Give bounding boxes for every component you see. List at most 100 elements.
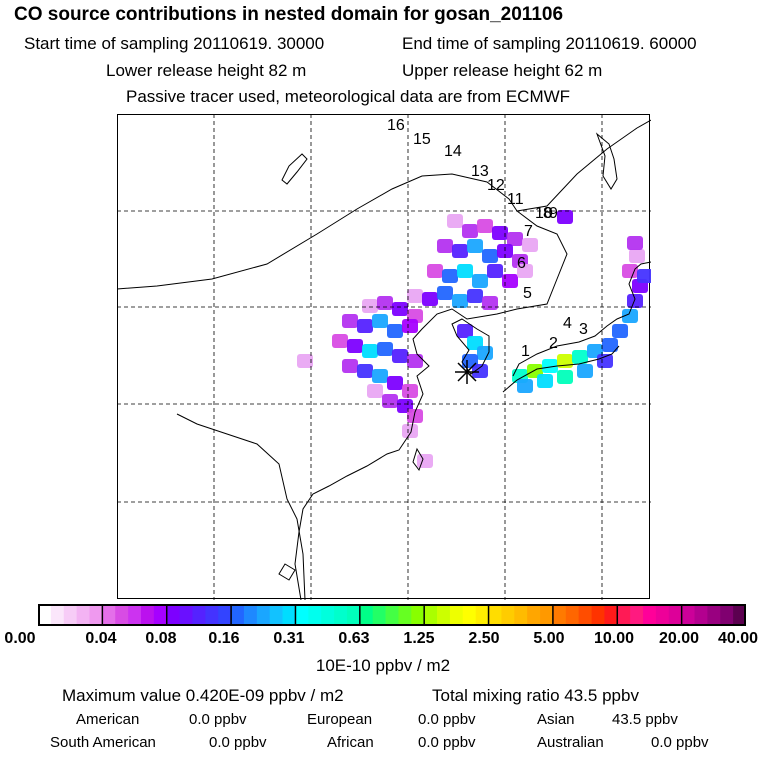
colorbar-swatch xyxy=(166,605,180,625)
colorbar-label: 0.08 xyxy=(145,630,177,647)
colorbar-swatch xyxy=(462,605,477,625)
trajectory-label: 10 xyxy=(535,205,553,222)
colorbar-swatch xyxy=(424,605,438,625)
plume-cell xyxy=(622,309,638,323)
trajectory-label: 9 xyxy=(549,205,558,222)
plume-cell xyxy=(402,424,418,438)
colorbar-swatch xyxy=(604,605,618,625)
plume-cell xyxy=(612,324,628,338)
colorbar-swatch xyxy=(398,605,412,625)
plume-cell xyxy=(517,379,533,393)
plume-cell xyxy=(462,224,478,238)
colorbar-swatch xyxy=(321,605,335,625)
colorbar-swatch xyxy=(385,605,399,625)
plume-cell xyxy=(492,226,508,240)
plume-cell xyxy=(627,294,643,308)
plume-cell xyxy=(487,264,503,278)
colorbar-swatch xyxy=(128,605,142,625)
region-value-american: 0.0 ppbv xyxy=(189,711,247,728)
plume-cell xyxy=(477,219,493,233)
north-coast xyxy=(117,173,518,290)
colorbar-swatch xyxy=(643,605,657,625)
colorbar-label: 20.00 xyxy=(658,630,700,647)
trajectory-label: 8 xyxy=(543,205,552,222)
colorbar-label: 2.50 xyxy=(468,630,500,647)
plume-cell xyxy=(537,374,553,388)
plume-cell xyxy=(557,370,573,384)
colorbar-swatch xyxy=(449,605,464,625)
korea-china-coast xyxy=(294,210,568,600)
colorbar-swatch xyxy=(282,605,296,625)
colorbar-swatch xyxy=(102,605,116,625)
baikal-lake xyxy=(281,153,308,185)
colorbar-swatch xyxy=(552,605,567,625)
colorbar-swatch xyxy=(243,605,258,625)
trajectory-label: 1 xyxy=(521,343,530,360)
plume-cell xyxy=(342,359,358,373)
colorbar-label: 0.31 xyxy=(273,630,305,647)
plume-cell xyxy=(629,249,645,263)
plume-cell xyxy=(332,334,348,348)
trajectory-label: 3 xyxy=(579,321,588,338)
colorbar-swatch xyxy=(140,605,155,625)
region-name-australian: Australian xyxy=(537,734,604,751)
region-value-asian: 43.5 ppbv xyxy=(612,711,678,728)
plume-cell xyxy=(457,324,473,338)
plume-cell xyxy=(347,339,363,353)
taiwan xyxy=(412,447,424,472)
region-value-european: 0.0 ppbv xyxy=(418,711,476,728)
plume-cell xyxy=(622,264,638,278)
plume-cell xyxy=(422,292,438,306)
colorbar-swatch xyxy=(527,605,541,625)
plume-cell xyxy=(557,210,573,224)
lower-release-height-label: Lower release height 82 m xyxy=(106,61,307,80)
colorbar-swatch xyxy=(540,605,554,625)
colorbar-swatch xyxy=(488,605,502,625)
plume-cell xyxy=(437,286,453,300)
trajectory-label: 5 xyxy=(523,285,532,302)
plume-cell xyxy=(572,350,588,364)
upper-release-height-label: Upper release height 62 m xyxy=(402,61,603,80)
colorbar-swatch xyxy=(694,605,708,625)
region-name-american: American xyxy=(76,711,140,728)
colorbar-swatch xyxy=(501,605,515,625)
plume-cell xyxy=(362,299,378,313)
hainan xyxy=(278,563,296,581)
colorbar-units: 10E-10 ppbv / m2 xyxy=(315,656,451,675)
colorbar-label: 10.00 xyxy=(593,630,635,647)
colorbar-swatch xyxy=(308,605,322,625)
plume-cell xyxy=(452,294,468,308)
colorbar-swatch xyxy=(681,605,695,625)
colorbar-label: 0.04 xyxy=(85,630,117,647)
region-name-asian: Asian xyxy=(537,711,575,728)
colorbar-swatch xyxy=(334,605,348,625)
plot-title: CO source contributions in nested domain… xyxy=(14,4,564,25)
region-name-african: African xyxy=(327,734,374,751)
plume-cell xyxy=(477,346,493,360)
colorbar-swatch xyxy=(630,605,644,625)
max-value-label: Maximum value 0.420E-09 ppbv / m2 xyxy=(62,686,344,705)
colorbar-swatch xyxy=(38,605,52,625)
plume-cell xyxy=(407,409,423,423)
plume-cell xyxy=(457,264,473,278)
plume-cell xyxy=(392,349,408,363)
china-inner-border xyxy=(176,413,306,600)
plume-cell xyxy=(447,214,463,228)
plume-cell xyxy=(362,344,378,358)
trajectory-label: 2 xyxy=(549,335,558,352)
plume-cell xyxy=(427,264,443,278)
colorbar-swatch xyxy=(372,605,386,625)
gosan-receptor-asterisk xyxy=(455,360,479,384)
colorbar-swatch xyxy=(115,605,129,625)
colorbar-swatch xyxy=(76,605,90,625)
colorbar-swatch xyxy=(707,605,721,625)
region-value-australian: 0.0 ppbv xyxy=(651,734,709,751)
japan-honshu xyxy=(512,261,651,377)
start-time-label: Start time of sampling 20110619. 30000 xyxy=(24,34,325,53)
colorbar-swatch xyxy=(205,605,219,625)
colorbar-swatch xyxy=(668,605,683,625)
plume-cell xyxy=(627,236,643,250)
colorbar-label: 0.63 xyxy=(338,630,370,647)
plume-cell xyxy=(377,342,393,356)
